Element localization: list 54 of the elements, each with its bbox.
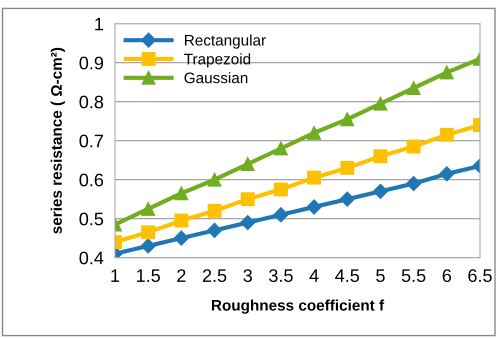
point [208,172,222,187]
x-tick-label: 4 [309,269,319,282]
x-tick-label: 1.5 [137,269,160,282]
point [340,112,354,126]
legend-label: Trapezoid [184,53,250,68]
y-tick-label: 0.6 [79,174,104,186]
point [274,182,288,196]
x-tick-label: 3 [243,269,252,282]
point [340,192,355,207]
point [306,199,322,215]
y-tick-label: 0.5 [79,212,104,226]
x-axis-title: Roughness coefficient f [212,299,384,314]
x-tick-label: 2 [177,269,186,282]
point [274,142,288,156]
point [240,214,256,230]
point [208,204,222,218]
point [140,238,156,254]
point [141,225,156,240]
y-axis-title: series resistance ( Ω-cm²) [50,48,65,234]
point [374,149,388,164]
y-tick-label: 1 [95,18,104,30]
point [374,96,388,111]
y-tick-label: 0.7 [79,134,103,148]
y-tick-label: 0.4 [79,252,104,264]
point [440,128,454,142]
x-tick-label: 1 [111,269,120,282]
x-tick-label: 4.5 [335,269,360,282]
x-tick-label: 3.5 [269,269,293,282]
point [372,184,388,199]
point [307,170,322,185]
legend-label: Gaussian [184,72,248,84]
y-tick-label: 0.8 [79,96,104,108]
point [240,192,255,206]
point [307,126,322,140]
point [440,66,454,80]
point [340,161,354,175]
point [240,157,255,172]
point [273,207,288,222]
y-tick-label: 0.9 [79,56,104,70]
point [174,230,189,246]
point [406,81,421,95]
point [406,176,422,192]
legend-label: Rectangular [185,34,266,49]
point [174,186,188,200]
x-tick-label: 5 [376,269,385,282]
x-tick-label: 5.5 [402,269,426,282]
point [174,214,188,228]
x-tick-label: 6.5 [468,269,492,282]
point [141,202,156,216]
point [206,222,222,238]
point [439,166,454,182]
x-tick-label: 6 [442,269,452,282]
point [406,140,421,154]
x-tick-label: 2.5 [202,269,226,282]
